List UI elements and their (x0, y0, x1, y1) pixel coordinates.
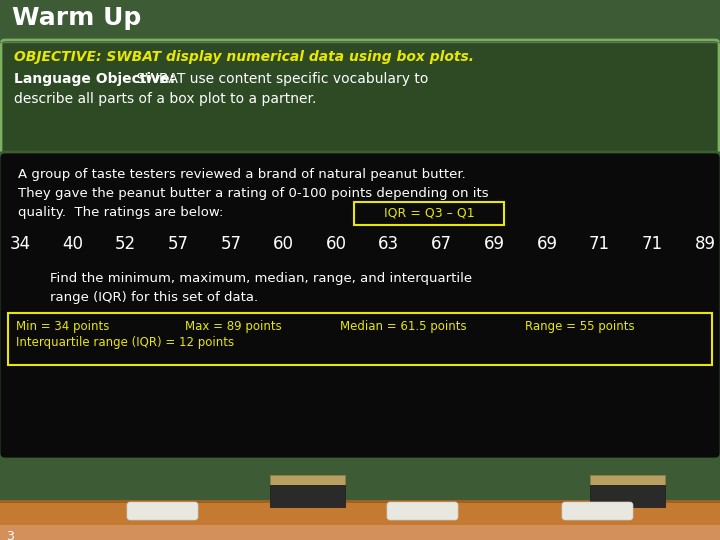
FancyBboxPatch shape (127, 502, 198, 520)
Text: SWBAT use content specific vocabulary to: SWBAT use content specific vocabulary to (132, 72, 428, 86)
Text: 60: 60 (325, 235, 346, 253)
FancyBboxPatch shape (8, 313, 712, 365)
Bar (0, 460, 720, 500)
Bar (0, 525, 720, 540)
Text: range (IQR) for this set of data.: range (IQR) for this set of data. (50, 291, 258, 304)
Text: 63: 63 (378, 235, 400, 253)
Text: 40: 40 (62, 235, 84, 253)
Text: A group of taste testers reviewed a brand of natural peanut butter.: A group of taste testers reviewed a bran… (18, 168, 466, 181)
Bar (0, 500, 720, 525)
Text: 57: 57 (168, 235, 189, 253)
Text: 69: 69 (484, 235, 505, 253)
Text: IQR = Q3 – Q1: IQR = Q3 – Q1 (384, 206, 474, 219)
FancyBboxPatch shape (387, 502, 458, 520)
Bar (270, 475, 345, 485)
FancyBboxPatch shape (1, 40, 719, 156)
Text: Warm Up: Warm Up (12, 6, 141, 30)
Text: 3: 3 (6, 530, 14, 540)
Text: 57: 57 (220, 235, 241, 253)
Bar (270, 485, 345, 507)
Bar (590, 485, 665, 507)
Text: 71: 71 (642, 235, 663, 253)
Text: They gave the peanut butter a rating of 0-100 points depending on its: They gave the peanut butter a rating of … (18, 187, 489, 200)
Bar (0, 500, 720, 503)
Text: Range = 55 points: Range = 55 points (525, 320, 634, 333)
Text: Interquartile range (IQR) = 12 points: Interquartile range (IQR) = 12 points (16, 336, 234, 349)
Text: 34: 34 (9, 235, 30, 253)
Text: Min = 34 points: Min = 34 points (16, 320, 109, 333)
Text: quality.  The ratings are below:: quality. The ratings are below: (18, 206, 223, 219)
FancyBboxPatch shape (354, 202, 504, 225)
Text: OBJECTIVE: SWBAT display numerical data using box plots.: OBJECTIVE: SWBAT display numerical data … (14, 50, 474, 64)
Text: 60: 60 (273, 235, 294, 253)
FancyBboxPatch shape (562, 502, 633, 520)
Text: Language Objective:: Language Objective: (14, 72, 180, 86)
Bar (590, 475, 665, 485)
Text: 71: 71 (589, 235, 610, 253)
Text: 67: 67 (431, 235, 452, 253)
Text: describe all parts of a box plot to a partner.: describe all parts of a box plot to a pa… (14, 92, 316, 106)
Text: Find the minimum, maximum, median, range, and interquartile: Find the minimum, maximum, median, range… (50, 272, 472, 285)
Text: 89: 89 (695, 235, 716, 253)
FancyBboxPatch shape (0, 152, 720, 459)
Text: Max = 89 points: Max = 89 points (185, 320, 282, 333)
Text: Median = 61.5 points: Median = 61.5 points (340, 320, 467, 333)
Text: 52: 52 (114, 235, 136, 253)
Text: 69: 69 (536, 235, 557, 253)
